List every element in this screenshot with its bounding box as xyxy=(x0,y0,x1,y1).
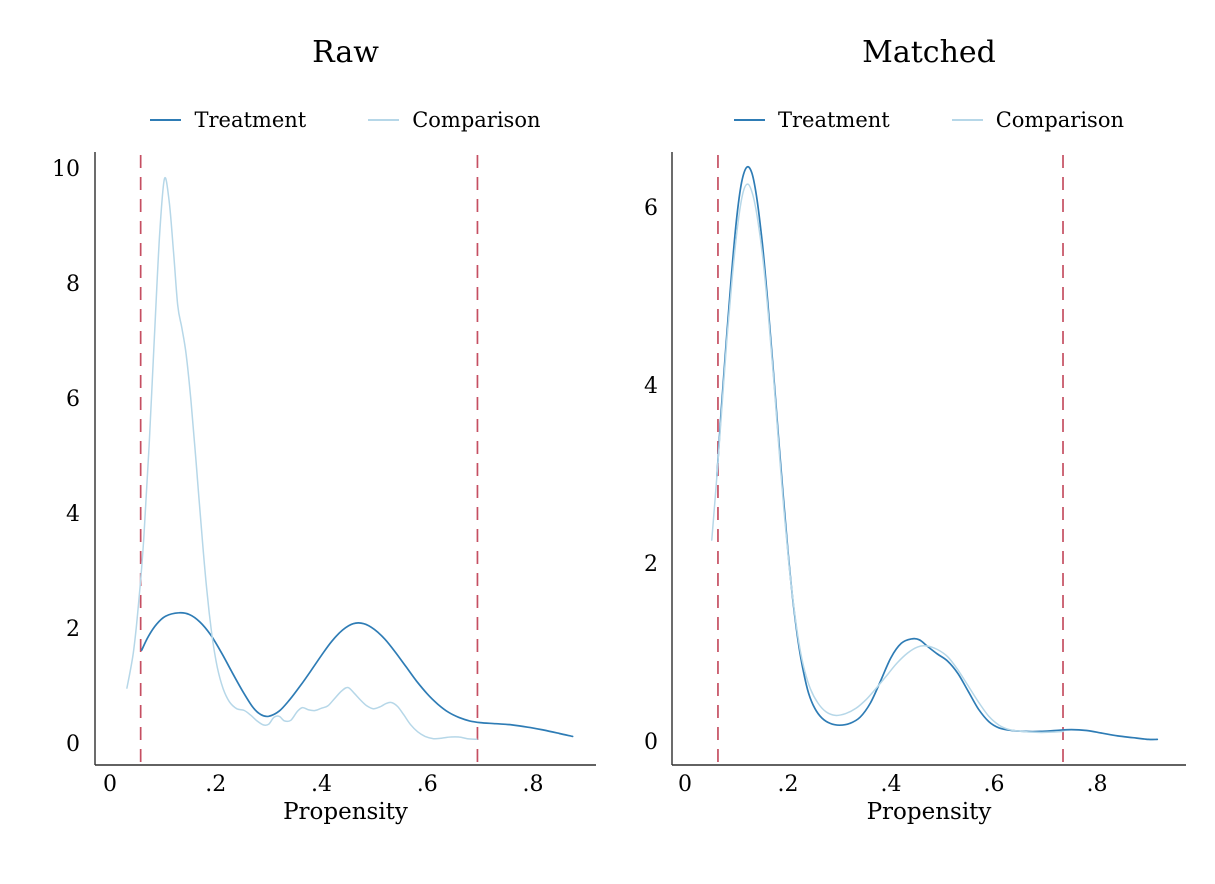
x-tick-label: 0 xyxy=(103,772,117,797)
x-tick-label: .6 xyxy=(983,772,1005,797)
y-tick-label: 10 xyxy=(52,157,80,182)
y-tick-label: 0 xyxy=(66,732,80,757)
y-tick-label: 6 xyxy=(66,387,80,412)
y-tick-label: 4 xyxy=(644,374,658,399)
x-tick-label: .2 xyxy=(777,772,799,797)
legend-item-treatment: Treatment xyxy=(733,108,890,132)
comparison-line-swatch xyxy=(951,119,983,121)
x-tick-label: .8 xyxy=(1086,772,1108,797)
treatment-density-curve xyxy=(716,165,1159,741)
panel-raw-plot xyxy=(94,152,596,766)
legend-item-comparison: Comparison xyxy=(368,108,541,132)
comparison-density-curve xyxy=(126,176,478,741)
legend-item-treatment: Treatment xyxy=(150,108,306,132)
x-tick-label: .8 xyxy=(522,772,544,797)
panel-matched-plot xyxy=(671,152,1186,766)
y-tick-label: 4 xyxy=(66,502,80,527)
panel-matched-legend: Treatment Comparison xyxy=(672,108,1186,132)
panel-matched-title: Matched xyxy=(862,35,996,70)
panel-raw-legend: Treatment Comparison xyxy=(95,108,596,132)
treatment-line-swatch xyxy=(150,119,182,121)
x-tick-label: 0 xyxy=(678,772,692,797)
y-tick-label: 8 xyxy=(66,272,80,297)
y-tick-label: 6 xyxy=(644,196,658,221)
y-tick-label: 2 xyxy=(66,617,80,642)
treatment-legend-label: Treatment xyxy=(777,108,890,132)
panel-raw-title: Raw xyxy=(312,35,379,70)
treatment-legend-label: Treatment xyxy=(194,108,307,132)
x-tick-label: .2 xyxy=(205,772,227,797)
y-tick-label: 2 xyxy=(644,552,658,577)
x-tick-label: .4 xyxy=(880,772,902,797)
comparison-density-curve xyxy=(711,183,1065,734)
panel-raw-x-axis-label: Propensity xyxy=(283,799,408,825)
treatment-density-curve xyxy=(140,611,574,738)
comparison-line-swatch xyxy=(368,119,400,121)
comparison-legend-label: Comparison xyxy=(995,108,1125,132)
panel-matched-x-axis-label: Propensity xyxy=(866,799,992,825)
x-tick-label: .4 xyxy=(310,772,332,797)
x-tick-label: .6 xyxy=(416,772,438,797)
treatment-line-swatch xyxy=(733,119,765,121)
y-tick-label: 0 xyxy=(644,730,658,755)
legend-item-comparison: Comparison xyxy=(951,108,1125,132)
comparison-legend-label: Comparison xyxy=(412,108,541,132)
